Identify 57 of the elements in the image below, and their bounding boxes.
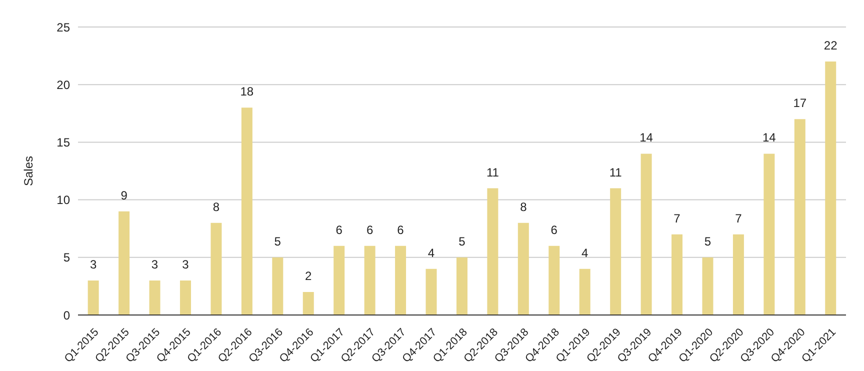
bar bbox=[548, 246, 560, 315]
bar bbox=[272, 257, 284, 315]
bar bbox=[702, 257, 714, 315]
data-label: 8 bbox=[520, 200, 528, 214]
y-tick-label: 15 bbox=[56, 135, 70, 150]
bar bbox=[88, 280, 99, 315]
data-label: 6 bbox=[397, 222, 404, 237]
data-label: 7 bbox=[735, 211, 742, 226]
bar bbox=[518, 222, 529, 315]
bar bbox=[426, 268, 437, 315]
data-label: 2 bbox=[305, 268, 312, 283]
bar bbox=[764, 154, 775, 315]
data-label: 6 bbox=[366, 222, 374, 237]
bar bbox=[640, 154, 652, 315]
data-label: 14 bbox=[762, 130, 776, 145]
data-label: 5 bbox=[704, 234, 712, 248]
y-tick-label: 5 bbox=[63, 250, 70, 265]
data-label: 5 bbox=[274, 234, 282, 248]
bar bbox=[672, 234, 683, 315]
bar bbox=[302, 292, 314, 315]
bar bbox=[241, 108, 252, 315]
data-label: 3 bbox=[90, 257, 97, 272]
data-label: 3 bbox=[151, 257, 158, 272]
bar bbox=[487, 188, 498, 315]
bar bbox=[825, 62, 836, 315]
data-label: 17 bbox=[793, 96, 807, 110]
data-label: 6 bbox=[336, 222, 343, 237]
data-label: 22 bbox=[824, 38, 838, 53]
data-label: 18 bbox=[240, 84, 254, 99]
bar bbox=[456, 257, 468, 315]
data-label: 4 bbox=[582, 246, 589, 260]
data-label: 6 bbox=[550, 222, 558, 237]
bar bbox=[180, 280, 191, 315]
data-label: 7 bbox=[674, 211, 681, 226]
bar bbox=[610, 188, 622, 315]
data-label: 14 bbox=[640, 130, 654, 145]
y-tick-label: 25 bbox=[56, 20, 70, 34]
y-tick-label: 20 bbox=[56, 78, 70, 92]
bar bbox=[395, 246, 406, 315]
bar bbox=[579, 268, 590, 315]
data-label: 5 bbox=[458, 234, 466, 248]
data-label: 8 bbox=[212, 200, 220, 214]
bar bbox=[334, 246, 345, 315]
y-tick-label: 0 bbox=[63, 308, 70, 322]
data-label: 9 bbox=[120, 188, 128, 202]
data-label: 3 bbox=[182, 257, 190, 272]
bar bbox=[210, 222, 222, 315]
data-label: 4 bbox=[428, 246, 435, 260]
bar bbox=[732, 234, 744, 315]
data-label: 11 bbox=[609, 165, 622, 180]
bar bbox=[149, 280, 160, 315]
data-label: 11 bbox=[486, 165, 500, 180]
y-tick-label: 10 bbox=[56, 193, 70, 208]
bar bbox=[364, 246, 376, 315]
bar bbox=[794, 119, 806, 315]
y-axis-title: Sales bbox=[21, 156, 36, 186]
bar bbox=[118, 211, 130, 315]
